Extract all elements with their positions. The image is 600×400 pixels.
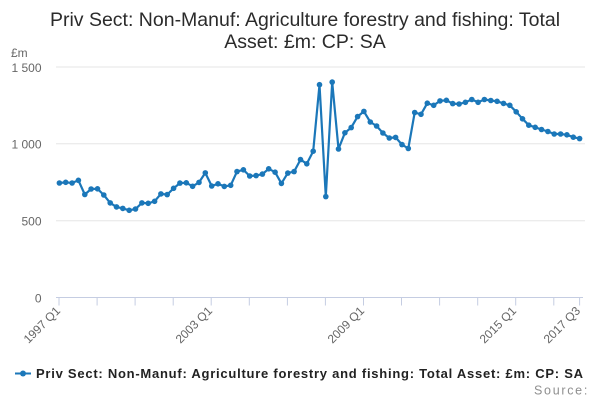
svg-text:£m: £m: [11, 46, 28, 60]
svg-text:Priv Sect: Non-Manuf: Agricult: Priv Sect: Non-Manuf: Agriculture forest…: [50, 9, 560, 31]
svg-text:2009 Q1: 2009 Q1: [325, 303, 368, 346]
svg-text:Priv Sect: Non-Manuf: Agricult: Priv Sect: Non-Manuf: Agriculture forest…: [36, 366, 584, 381]
svg-text:2015 Q1: 2015 Q1: [477, 303, 520, 346]
svg-text:0: 0: [35, 291, 42, 305]
svg-text:1997 Q1: 1997 Q1: [21, 303, 64, 346]
svg-text:1 000: 1 000: [11, 138, 41, 152]
svg-text:2017 Q3: 2017 Q3: [541, 303, 584, 346]
svg-text:Source:: Source:: [534, 384, 589, 398]
svg-text:500: 500: [21, 215, 41, 229]
svg-text:2003 Q1: 2003 Q1: [173, 303, 216, 346]
svg-text:Asset: £m: CP: SA: Asset: £m: CP: SA: [224, 31, 385, 53]
svg-text:1 500: 1 500: [11, 61, 41, 75]
